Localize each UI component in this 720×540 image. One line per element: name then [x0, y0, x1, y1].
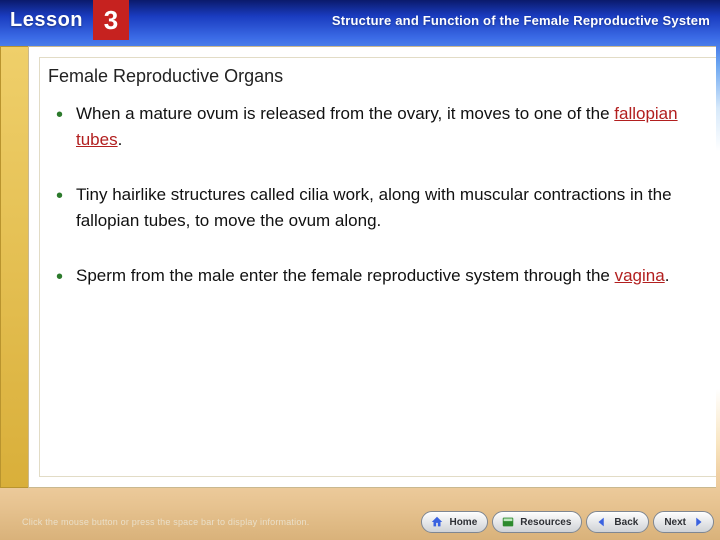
gold-side-bar	[0, 46, 28, 488]
footer-hint: Click the mouse button or press the spac…	[22, 517, 309, 527]
bullet-item: Tiny hairlike structures called cilia wo…	[54, 182, 708, 233]
lesson-number-box: 3	[93, 0, 129, 40]
lesson-label: Lesson	[0, 9, 93, 32]
back-button-label: Back	[614, 517, 638, 528]
next-button-label: Next	[664, 517, 686, 528]
bullet-item: When a mature ovum is released from the …	[54, 101, 708, 152]
bullet-item: Sperm from the male enter the female rep…	[54, 263, 708, 289]
section-title: Female Reproductive Organs	[46, 66, 714, 101]
resources-icon	[501, 515, 515, 529]
resources-button-label: Resources	[520, 517, 571, 528]
content-panel: Female Reproductive Organs When a mature…	[28, 46, 716, 488]
resources-button[interactable]: Resources	[492, 511, 582, 533]
footer-bar: Click the mouse button or press the spac…	[0, 504, 720, 540]
header-bar: Lesson 3 Structure and Function of the F…	[0, 0, 720, 40]
home-icon	[430, 515, 444, 529]
glossary-term[interactable]: vagina	[615, 266, 665, 285]
glossary-term[interactable]: fallopian tubes	[76, 104, 678, 149]
home-button-label: Home	[449, 517, 477, 528]
chapter-title: Structure and Function of the Female Rep…	[129, 13, 720, 28]
nav-button-group: Home Resources Back Next	[421, 511, 714, 533]
back-button[interactable]: Back	[586, 511, 649, 533]
content-panel-inner: Female Reproductive Organs When a mature…	[39, 57, 716, 477]
next-icon	[691, 515, 705, 529]
home-button[interactable]: Home	[421, 511, 488, 533]
back-icon	[595, 515, 609, 529]
bullet-list: When a mature ovum is released from the …	[46, 101, 714, 289]
next-button[interactable]: Next	[653, 511, 714, 533]
slide-stage: Lesson 3 Structure and Function of the F…	[0, 0, 720, 540]
